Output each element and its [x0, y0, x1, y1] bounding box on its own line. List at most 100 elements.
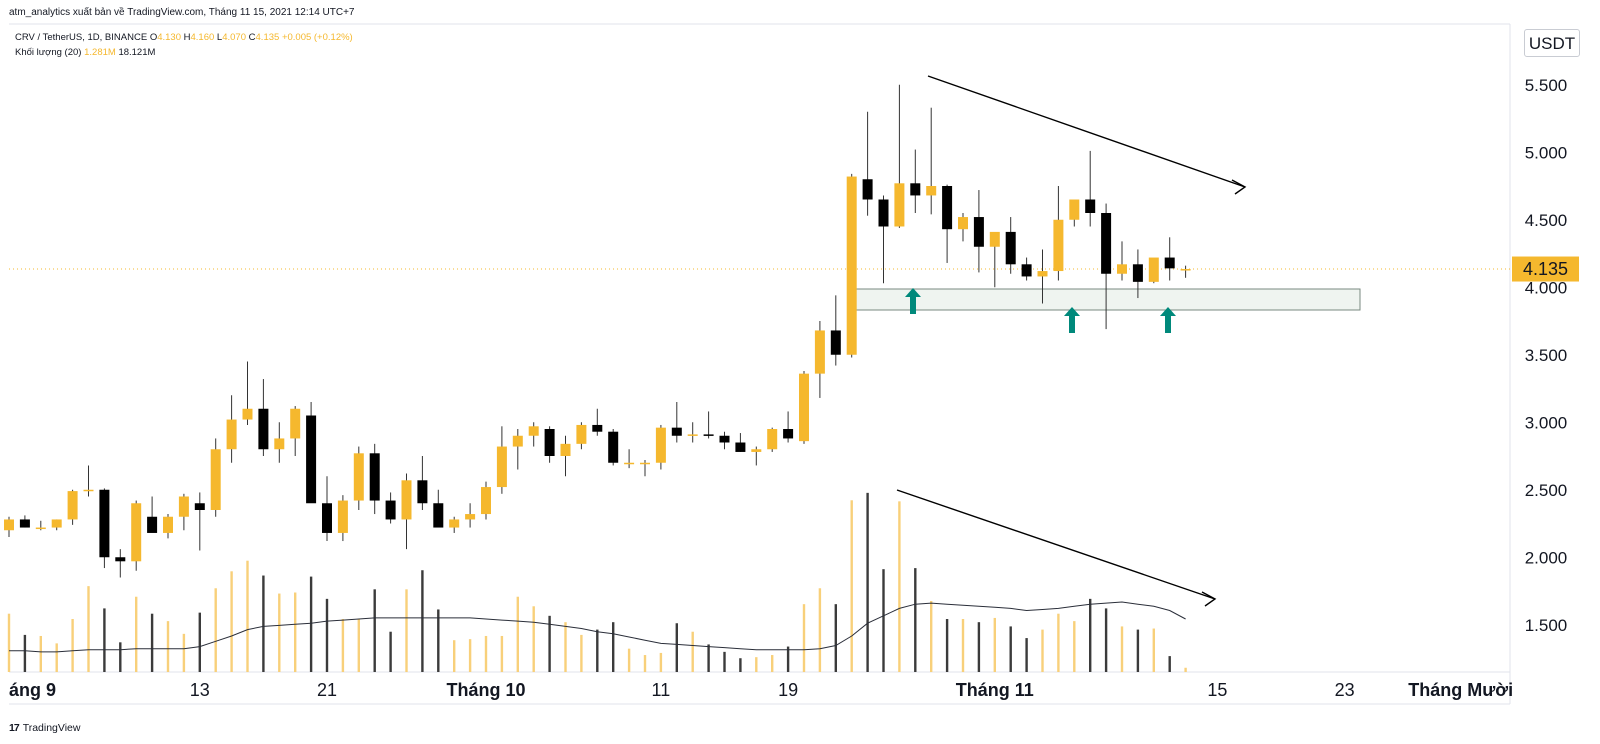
candle[interactable]	[258, 379, 269, 456]
candle[interactable]	[862, 111, 873, 216]
candle-body	[560, 443, 571, 456]
candle[interactable]	[1132, 249, 1143, 299]
candle[interactable]	[449, 516, 460, 533]
candle[interactable]	[306, 402, 317, 504]
candle[interactable]	[290, 406, 301, 456]
candle[interactable]	[385, 492, 396, 524]
candle[interactable]	[973, 190, 984, 273]
candle[interactable]	[496, 426, 507, 494]
candle[interactable]	[1085, 150, 1096, 227]
candle[interactable]	[687, 422, 698, 443]
symbol-label[interactable]: CRV / TetherUS, 1D, BINANCE	[15, 32, 148, 43]
candle[interactable]	[1005, 217, 1016, 274]
candle[interactable]	[51, 519, 62, 531]
candle[interactable]	[926, 107, 937, 215]
candle[interactable]	[178, 493, 189, 531]
candle[interactable]	[465, 503, 476, 528]
candle[interactable]	[767, 427, 778, 452]
support-arrow-3[interactable]	[1160, 307, 1176, 333]
candle[interactable]	[401, 473, 412, 550]
candle[interactable]	[512, 429, 523, 470]
candle[interactable]	[433, 489, 444, 528]
candle[interactable]	[242, 361, 253, 425]
candle[interactable]	[1053, 186, 1064, 281]
currency-button[interactable]: USDT	[1524, 29, 1580, 57]
volume-label[interactable]: Khối lượng (20)	[15, 47, 82, 58]
candle[interactable]	[894, 84, 905, 228]
candle[interactable]	[624, 449, 635, 469]
candle[interactable]	[830, 295, 841, 366]
candle[interactable]	[719, 431, 730, 450]
volume-bar	[1184, 667, 1187, 672]
candle[interactable]	[369, 443, 380, 515]
candle[interactable]	[1101, 203, 1112, 330]
candle-body	[735, 442, 746, 452]
candle[interactable]	[544, 426, 555, 463]
volume-ma-value: 18.121M	[118, 47, 156, 58]
candle[interactable]	[655, 424, 666, 470]
candle[interactable]	[147, 496, 158, 533]
candle[interactable]	[337, 495, 348, 542]
support-arrow-2[interactable]	[1064, 307, 1080, 333]
candle[interactable]	[735, 433, 746, 452]
candle[interactable]	[1117, 241, 1127, 281]
candle[interactable]	[576, 422, 587, 450]
volume-bar	[707, 644, 710, 672]
candle[interactable]	[353, 446, 364, 510]
candle-body	[369, 453, 380, 501]
candle[interactable]	[640, 460, 650, 477]
candle[interactable]	[274, 422, 285, 463]
candle[interactable]	[4, 516, 14, 537]
candle[interactable]	[1180, 265, 1191, 278]
candle[interactable]	[814, 321, 825, 398]
candle[interactable]	[1037, 249, 1048, 304]
support-zone[interactable]	[849, 288, 1361, 311]
candle[interactable]	[226, 395, 237, 463]
candle[interactable]	[1069, 199, 1080, 227]
volume-bar	[214, 588, 217, 672]
candle[interactable]	[99, 488, 110, 569]
candle[interactable]	[799, 370, 809, 444]
candle[interactable]	[1148, 257, 1159, 284]
time-axis[interactable]: áng 9 13 21 Tháng 10 11 19 Tháng 11 15 23 Tháng M…	[9, 680, 1513, 700]
candle[interactable]	[194, 492, 205, 551]
candle[interactable]	[67, 489, 78, 525]
candle[interactable]	[417, 456, 428, 510]
volume-bar	[1041, 629, 1044, 672]
candle[interactable]	[942, 184, 953, 263]
candle[interactable]	[1021, 257, 1032, 281]
candle[interactable]	[131, 500, 142, 571]
candle[interactable]	[19, 515, 30, 528]
candle[interactable]	[115, 549, 126, 578]
candle[interactable]	[910, 149, 921, 213]
candle[interactable]	[560, 435, 571, 477]
y-tick-label: 1.500	[1525, 616, 1568, 635]
candle[interactable]	[163, 514, 173, 539]
candle[interactable]	[958, 213, 968, 242]
candle[interactable]	[35, 520, 46, 531]
candle[interactable]	[481, 481, 491, 520]
volume-bar	[453, 640, 456, 672]
candle[interactable]	[608, 429, 619, 466]
candle[interactable]	[83, 465, 94, 497]
candle[interactable]	[878, 195, 889, 284]
candle[interactable]	[210, 438, 221, 517]
candle[interactable]	[751, 446, 762, 466]
candle[interactable]	[671, 402, 682, 443]
support-arrow-1[interactable]	[905, 288, 921, 314]
price-trendline[interactable]	[927, 75, 1247, 195]
price-axis[interactable]: 5.500 5.000 4.500 4.000 3.500 3.000 2.500 2.000…	[1525, 76, 1568, 635]
candle[interactable]	[592, 408, 603, 436]
candle[interactable]	[989, 231, 1000, 288]
candle[interactable]	[783, 411, 794, 443]
candle[interactable]	[1164, 237, 1175, 281]
candle[interactable]	[846, 173, 857, 358]
volume-bar	[977, 622, 981, 672]
candle[interactable]	[322, 476, 332, 542]
volume-trendline[interactable]	[896, 489, 1217, 607]
candle-body	[814, 330, 825, 374]
candle[interactable]	[528, 422, 539, 447]
candle-body	[481, 487, 491, 515]
candle[interactable]	[703, 411, 714, 439]
